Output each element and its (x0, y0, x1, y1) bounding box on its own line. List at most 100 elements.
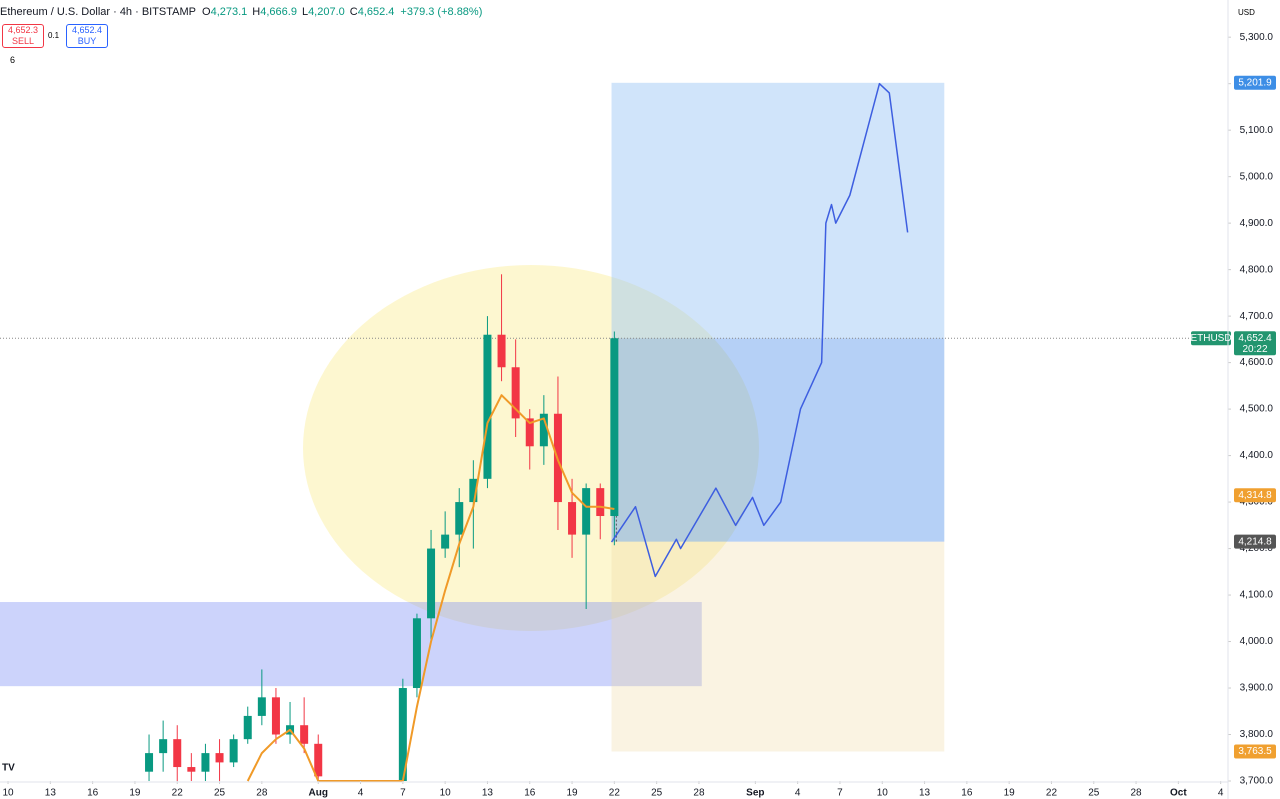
ohlc-text: H (252, 6, 261, 18)
profit-area (611, 338, 945, 542)
x-tick-label: 13 (482, 788, 494, 799)
ohlc: O4,273.1 H4,666.9 L4,207.0 C4,652.4 (202, 6, 394, 18)
x-tick-label: 16 (524, 788, 536, 799)
sell-price: 4,652.3 (7, 25, 39, 35)
candle-body (187, 767, 196, 772)
x-tick-label: 22 (172, 788, 184, 799)
x-tick-label: Sep (746, 788, 764, 799)
candle-body (469, 478, 478, 503)
x-tick-label: 16 (87, 788, 99, 799)
y-tick-label: 3,900.0 (1240, 683, 1274, 694)
indicators-count[interactable]: 6 (10, 55, 16, 65)
candle-body (441, 534, 450, 549)
logo: TV (2, 763, 15, 774)
y-tick-label: 5,100.0 (1240, 125, 1274, 136)
y-tick-label: 5,300.0 (1240, 32, 1274, 43)
candle-body (215, 753, 224, 763)
candle-body (159, 739, 168, 754)
target-area (611, 82, 945, 339)
candle-body (427, 548, 436, 619)
x-tick-label: 28 (1131, 788, 1143, 799)
candle-body (582, 488, 591, 535)
y-tick-label: 4,200.0 (1240, 543, 1274, 554)
ohlc-text: 4,207.0 (308, 6, 345, 18)
x-tick-label: 13 (45, 788, 57, 799)
x-tick-label: 28 (693, 788, 705, 799)
candle-body (412, 618, 421, 689)
candle-body (568, 502, 577, 535)
candle-body (257, 697, 266, 716)
y-tick-label: 4,400.0 (1240, 450, 1274, 461)
y-tick-label: 4,600.0 (1240, 357, 1274, 368)
price-tag (1234, 75, 1276, 90)
change: +379.3 (+8.88%) (400, 6, 483, 18)
x-tick-label: 4 (358, 788, 364, 799)
y-tick-label: 3,800.0 (1240, 729, 1274, 740)
countdown: 20:22 (1242, 344, 1267, 355)
ohlc-text: 4,652.4 (357, 6, 395, 18)
price-tag-label: 5,201.9 (1238, 77, 1272, 88)
sell-button[interactable]: 4,652.3 SELL (2, 24, 44, 48)
buy-label: BUY (77, 36, 97, 46)
candle-body (483, 334, 492, 479)
x-tick-label: 22 (609, 788, 621, 799)
x-tick-label: 4 (1218, 788, 1224, 799)
x-tick-label: 25 (1088, 788, 1100, 799)
x-tick-label: 25 (214, 788, 226, 799)
candle-body (201, 753, 210, 772)
price-tag-label: 4,214.8 (1238, 536, 1272, 547)
x-tick-label: 7 (837, 788, 843, 799)
candle-body (243, 715, 252, 740)
stop-area (611, 541, 945, 752)
x-tick-label: 28 (256, 788, 268, 799)
y-tick-label: 5,000.0 (1240, 171, 1274, 182)
candle-body (300, 725, 309, 744)
candle-body (610, 338, 619, 517)
ohlc-item: O4,273.1 (202, 6, 247, 18)
candle-body (497, 334, 506, 368)
x-tick-label: 10 (2, 788, 14, 799)
buy-button[interactable]: 4,652.4 BUY (66, 24, 108, 48)
candle-body (525, 418, 534, 447)
price-tag (1234, 331, 1276, 356)
candle-body (455, 502, 464, 535)
price-tag (1234, 534, 1276, 549)
ohlc-text: C (349, 6, 358, 18)
candle-body (314, 743, 323, 777)
candle-body (398, 688, 407, 781)
quantity[interactable]: 0.1 (48, 31, 60, 40)
projection-path (610, 82, 909, 578)
symbol-tag (1191, 331, 1231, 346)
symbol-title: Ethereum / U.S. Dollar · 4h · BITSTAMP (0, 6, 197, 18)
y-tick-label: 4,800.0 (1240, 264, 1274, 275)
x-tick-label: 19 (566, 788, 578, 799)
x-tick-label: 4 (795, 788, 801, 799)
candle-body (596, 488, 605, 517)
x-tick-label: 19 (129, 788, 141, 799)
candle-body (229, 739, 238, 763)
y-tick-label: 4,500.0 (1240, 404, 1274, 415)
moving-average (246, 394, 615, 782)
currency[interactable]: USD (1238, 8, 1255, 17)
y-tick-label: 4,900.0 (1240, 218, 1274, 229)
x-tick-label: Oct (1170, 788, 1187, 799)
x-tick-label: 13 (919, 788, 931, 799)
ohlc-item: C4,652.4 (350, 6, 395, 18)
ohlc-text: 4,273.1 (210, 6, 248, 18)
x-tick-label: 19 (1004, 788, 1016, 799)
candle-body (511, 367, 520, 419)
x-tick-label: 10 (440, 788, 452, 799)
ohlc-item: L4,207.0 (302, 6, 345, 18)
support-zone (0, 602, 702, 687)
price-tag-label: 4,314.8 (1238, 490, 1272, 501)
price-tag-label: 4,652.4 (1238, 333, 1272, 344)
x-tick-label: 7 (400, 788, 406, 799)
candle-body (539, 413, 548, 447)
ohlc-text: O (202, 6, 211, 18)
price-tag (1234, 744, 1276, 759)
y-tick-label: 3,700.0 (1240, 776, 1274, 787)
x-tick-label: 22 (1046, 788, 1058, 799)
y-tick-label: 4,100.0 (1240, 590, 1274, 601)
